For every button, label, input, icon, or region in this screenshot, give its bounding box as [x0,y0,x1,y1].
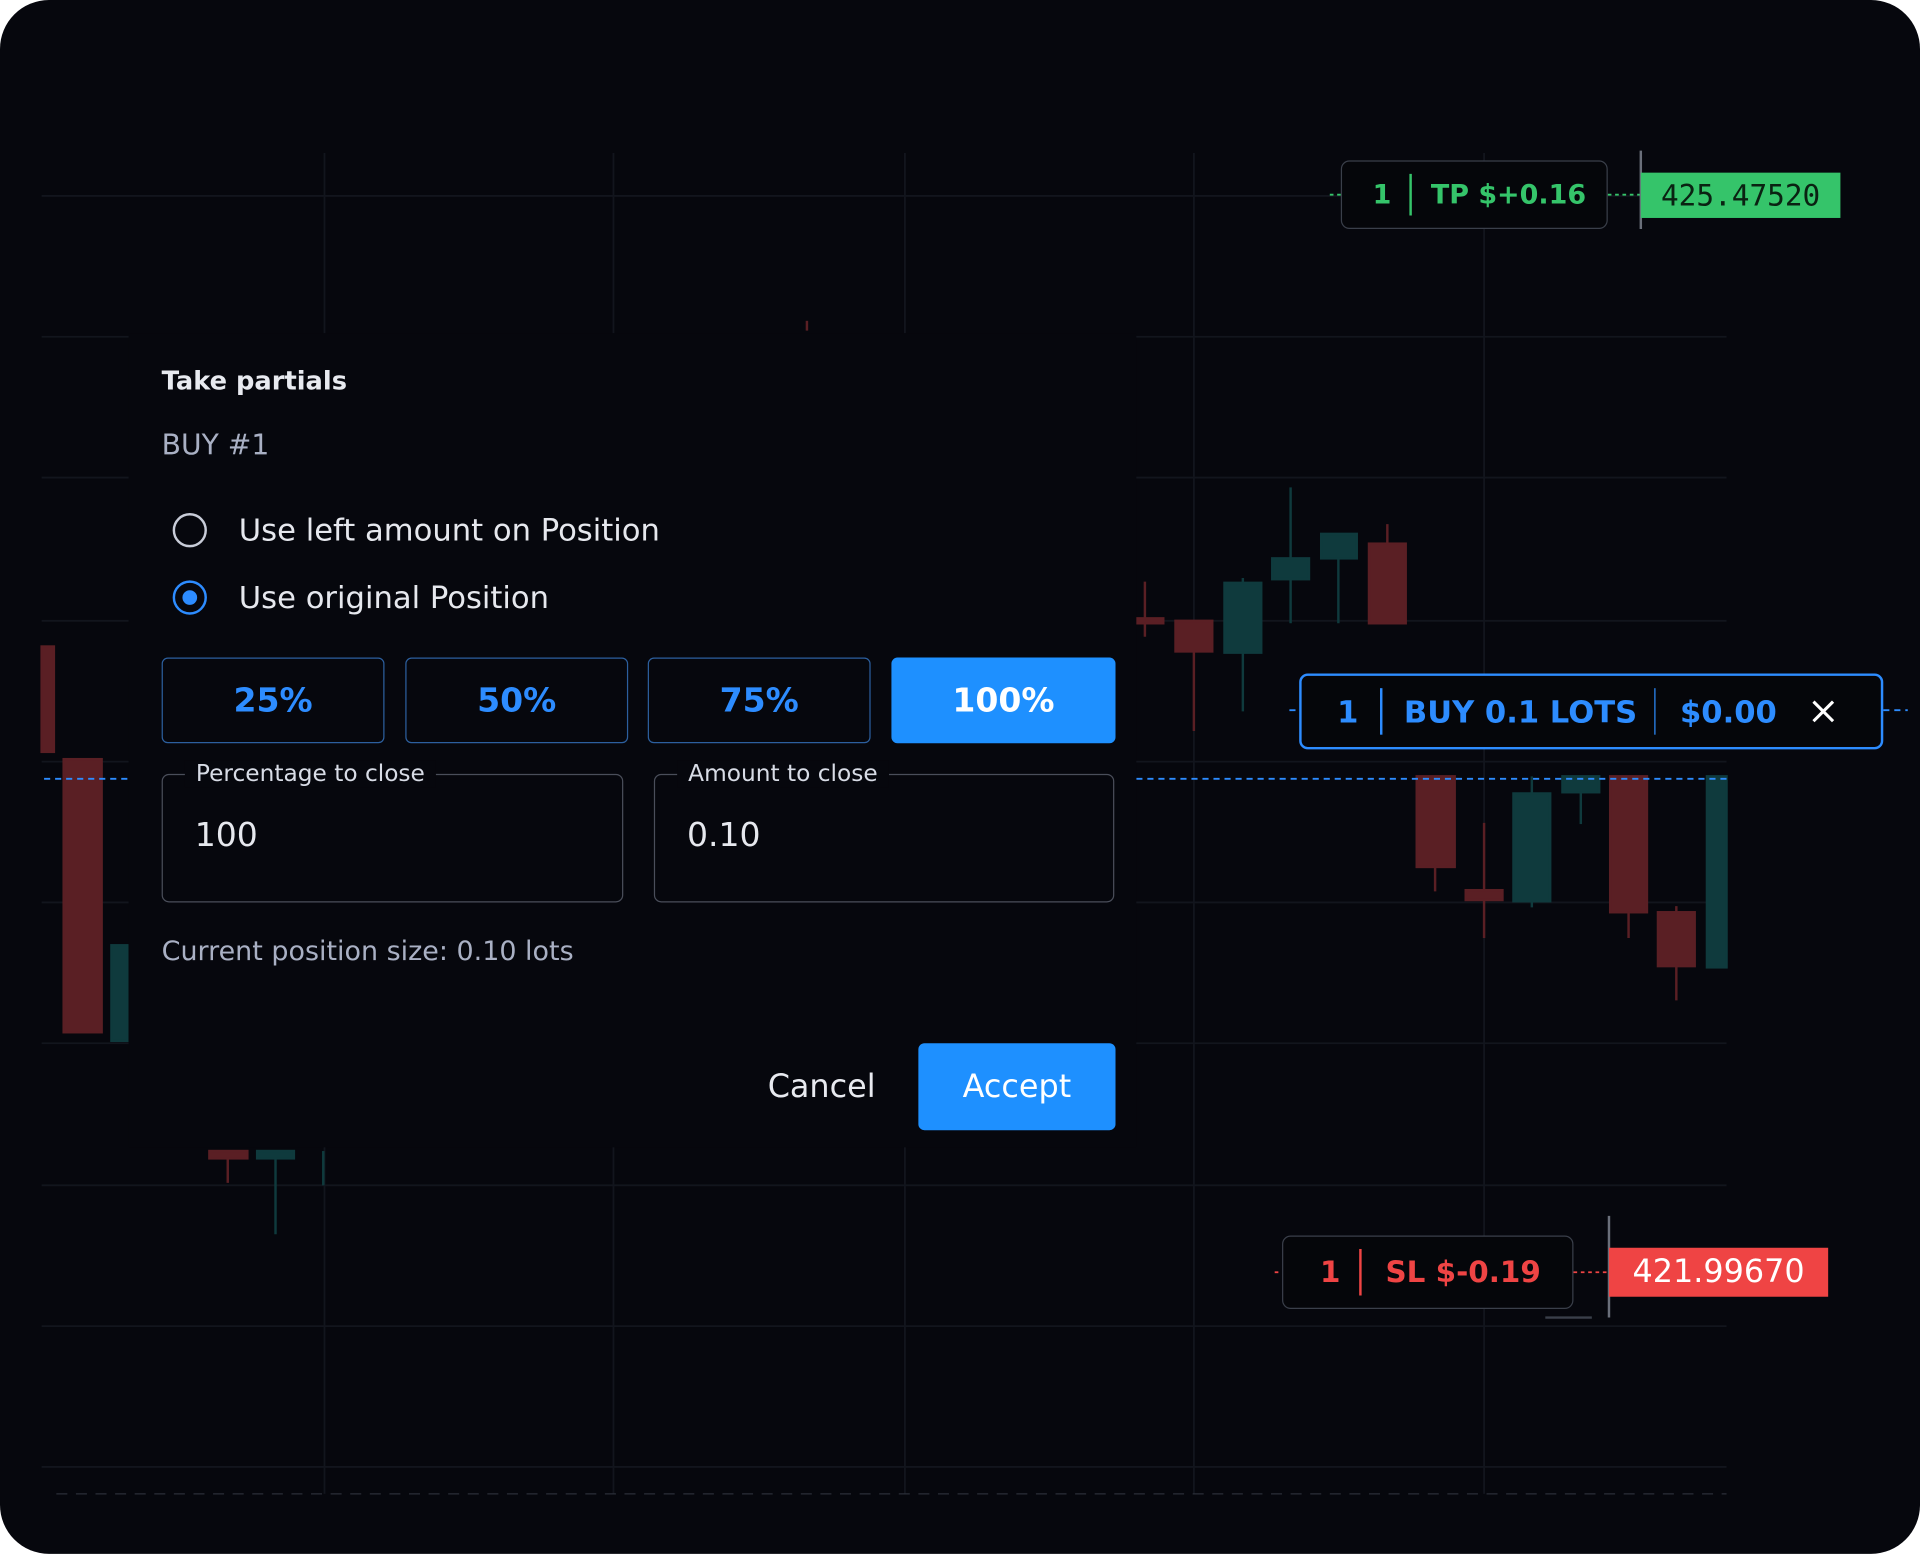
preset-button[interactable]: 75% [647,657,871,744]
tp-order[interactable]: 1 TP $+0.16 [1340,160,1608,229]
radio-label[interactable]: Use original Position [238,579,550,616]
dialog-title: Take partials [161,366,348,396]
position-count: 1 [1337,693,1359,730]
position-order[interactable]: 1 BUY 0.1 LOTS $0.00 [1299,673,1884,750]
tp-count: 1 [1372,179,1392,211]
preset-button[interactable]: 100% [891,657,1116,744]
preset-button[interactable]: 25% [161,657,385,744]
radio-button[interactable] [172,580,207,615]
field-value: 100 [194,816,258,855]
radio-button[interactable] [172,513,207,548]
position-line [44,709,1908,780]
field-label: Percentage to close [184,760,436,788]
position-size-note: Current position size: 0.10 lots [161,936,574,968]
accept-button[interactable]: Accept [918,1043,1116,1131]
tp-price: 425.47520 [1640,172,1841,218]
dialog-subtitle: BUY #1 [161,429,270,462]
take-partials-dialog: Take partials BUY #1 Use left amount on … [128,333,1137,1148]
field-label: Amount to close [677,760,889,788]
close-position[interactable] [1811,699,1835,723]
tp-label: TP $+0.16 [1430,179,1587,211]
field-value: 0.10 [686,816,761,855]
cancel-button[interactable]: Cancel [767,1068,876,1106]
input-field[interactable]: Percentage to close 100 [161,760,624,903]
candles [40,320,1728,1235]
preset-button[interactable]: 50% [405,657,629,744]
sl-label: SL $-0.19 [1385,1255,1541,1290]
sl-order[interactable]: 1 SL $-0.19 [1282,1235,1574,1309]
position-pnl: $0.00 [1680,693,1777,730]
sl-price: 421.99670 [1608,1247,1829,1297]
sl-count: 1 [1320,1255,1341,1290]
position-label: BUY 0.1 LOTS [1403,693,1638,730]
input-field[interactable]: Amount to close 0.10 [653,760,1115,903]
radio-label[interactable]: Use left amount on Position [238,512,660,548]
